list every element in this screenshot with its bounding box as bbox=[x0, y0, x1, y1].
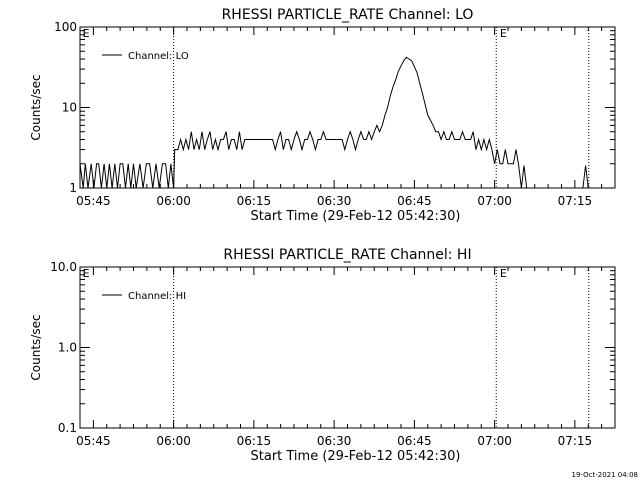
x-tick-label: 06:00 bbox=[156, 194, 191, 208]
x-tick-label: 06:45 bbox=[397, 434, 432, 448]
series-line-lo bbox=[80, 56, 589, 188]
x-tick-label: 07:15 bbox=[558, 434, 593, 448]
chart-title: RHESSI PARTICLE_RATE Channel: LO bbox=[222, 7, 474, 23]
x-tick-label: 07:00 bbox=[477, 194, 512, 208]
y-tick-label: 0.1 bbox=[58, 421, 77, 435]
y-tick-label: 1.0 bbox=[58, 341, 77, 355]
legend-entry: Channel: HI bbox=[128, 291, 186, 302]
x-tick-label: 06:30 bbox=[317, 434, 352, 448]
x-tick-label: 05:45 bbox=[76, 194, 111, 208]
x-tick-label: 06:00 bbox=[156, 434, 191, 448]
x-tick-label: 05:45 bbox=[76, 434, 111, 448]
legend-entry: Channel: LO bbox=[128, 51, 189, 62]
x-axis-label: Start Time (29-Feb-12 05:42:30) bbox=[251, 449, 461, 464]
event-annotation: E bbox=[500, 267, 507, 280]
y-tick-label: 10.0 bbox=[50, 260, 77, 274]
x-tick-label: 06:15 bbox=[237, 434, 272, 448]
footer-timestamp: 19-Oct-2021 04:08 bbox=[571, 471, 638, 479]
x-tick-label: 06:15 bbox=[237, 194, 272, 208]
x-tick-label: 06:30 bbox=[317, 194, 352, 208]
event-annotation: E bbox=[500, 27, 507, 40]
x-tick-label: 06:45 bbox=[397, 194, 432, 208]
y-tick-label: 1 bbox=[69, 181, 77, 195]
event-annotation: E bbox=[83, 267, 90, 280]
y-axis-label: Counts/sec bbox=[29, 74, 43, 140]
x-tick-label: 07:00 bbox=[477, 434, 512, 448]
y-tick-label: 10 bbox=[62, 101, 77, 115]
chart-panel-hi: RHESSI PARTICLE_RATE Channel: HIE E05:45 0… bbox=[29, 247, 616, 464]
y-tick-label: 100 bbox=[54, 20, 77, 34]
chart-panel-lo: RHESSI PARTICLE_RATE Channel: LO E E 05:45 0… bbox=[29, 7, 616, 224]
x-axis-label: Start Time (29-Feb-12 05:42:30) bbox=[251, 209, 461, 224]
x-tick-label: 07:15 bbox=[558, 194, 593, 208]
chart-title: RHESSI PARTICLE_RATE Channel: HI bbox=[223, 247, 471, 263]
y-axis-label: Counts/sec bbox=[29, 314, 43, 380]
event-annotation: E bbox=[83, 27, 90, 40]
